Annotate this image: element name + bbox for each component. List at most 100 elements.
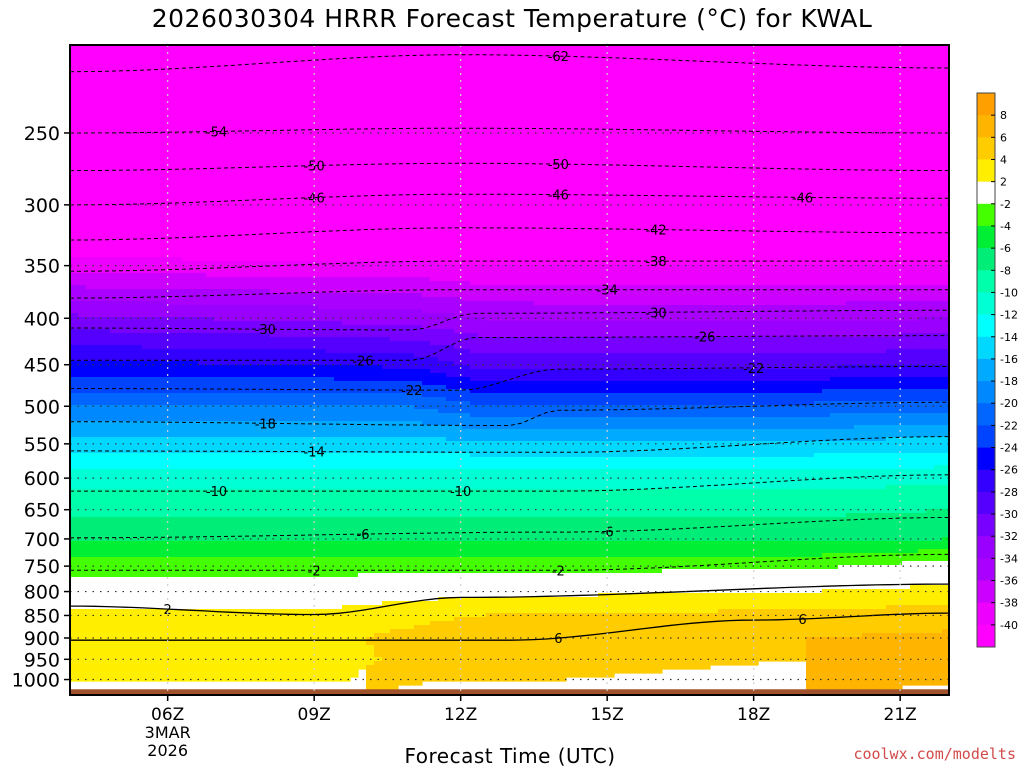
field-cell xyxy=(214,377,223,394)
field-cell xyxy=(326,393,335,406)
field-cell xyxy=(638,613,647,674)
field-cell xyxy=(470,381,479,394)
field-cell xyxy=(742,429,751,442)
field-cell xyxy=(718,285,727,306)
field-cell xyxy=(374,293,383,310)
field-cell xyxy=(454,265,463,282)
field-cell xyxy=(190,437,199,454)
field-cell xyxy=(606,321,615,338)
field-cell xyxy=(390,341,399,354)
field-cell xyxy=(158,377,167,394)
y-axis: 2503003504004505005506006507007508008509… xyxy=(12,123,70,692)
field-cell xyxy=(766,337,775,354)
field-cell xyxy=(798,609,807,662)
field-cell xyxy=(838,401,847,414)
field-cell xyxy=(134,317,143,334)
field-cell xyxy=(806,557,815,570)
field-cell xyxy=(462,389,471,402)
field-cell xyxy=(766,557,775,570)
field-cell xyxy=(742,557,751,570)
field-cell xyxy=(534,597,543,614)
field-cell xyxy=(326,377,335,394)
field-cell xyxy=(494,301,503,322)
field-cell xyxy=(862,45,871,266)
field-cell xyxy=(390,45,399,262)
field-cell xyxy=(678,337,687,354)
field-cell xyxy=(198,349,207,366)
field-cell xyxy=(854,377,863,390)
field-cell xyxy=(158,557,167,578)
field-cell xyxy=(806,429,815,442)
field-cell xyxy=(646,265,655,286)
field-cell xyxy=(774,429,783,442)
field-cell xyxy=(118,393,127,406)
field-cell xyxy=(574,265,583,286)
field-cell xyxy=(94,329,103,346)
field-cell xyxy=(486,369,495,382)
field-cell xyxy=(326,337,335,354)
field-cell xyxy=(102,557,111,578)
field-cell xyxy=(846,413,855,430)
field-cell xyxy=(182,437,191,454)
field-cell xyxy=(414,341,423,358)
field-cell xyxy=(830,413,839,430)
field-cell xyxy=(238,469,247,490)
field-cell xyxy=(870,377,879,390)
field-cell xyxy=(542,441,551,458)
field-cell xyxy=(710,369,719,382)
y-tick-label: 950 xyxy=(24,649,60,671)
field-cell xyxy=(710,393,719,406)
isotherm-label: -6 xyxy=(601,525,614,540)
field-cell xyxy=(174,541,183,558)
isotherm-label: -2 xyxy=(552,564,565,579)
field-cell xyxy=(134,557,143,578)
field-cell xyxy=(430,313,439,330)
field-cell xyxy=(790,321,799,338)
field-cell xyxy=(918,365,927,378)
field-cell xyxy=(350,437,359,454)
field-cell xyxy=(294,557,303,578)
field-cell xyxy=(222,277,231,290)
field-cell xyxy=(110,577,119,610)
field-cell xyxy=(438,425,447,438)
field-cell xyxy=(206,349,215,366)
field-cell xyxy=(734,393,743,406)
field-cell xyxy=(102,469,111,490)
field-cell xyxy=(470,597,479,618)
field-cell xyxy=(262,305,271,322)
field-cell xyxy=(238,421,247,438)
field-cell xyxy=(390,325,399,342)
field-cell xyxy=(502,573,511,598)
field-cell xyxy=(430,329,439,346)
field-cell xyxy=(230,577,239,610)
field-cell xyxy=(150,273,159,290)
field-cell xyxy=(422,313,431,330)
field-cell xyxy=(774,541,783,558)
field-cell xyxy=(286,45,295,262)
field-cell xyxy=(710,405,719,418)
field-cell xyxy=(126,437,135,454)
field-cell xyxy=(142,557,151,578)
field-cell xyxy=(166,489,175,518)
field-cell xyxy=(894,437,903,454)
field-cell xyxy=(286,577,295,610)
field-cell xyxy=(110,361,119,378)
field-cell xyxy=(726,469,735,490)
field-cell xyxy=(726,285,735,306)
field-cell xyxy=(454,413,463,426)
field-cell xyxy=(854,45,863,266)
field-cell xyxy=(814,285,823,306)
field-cell xyxy=(182,261,191,274)
field-cell xyxy=(590,285,599,306)
field-cell xyxy=(214,577,223,610)
field-cell xyxy=(398,341,407,354)
field-cell xyxy=(598,417,607,430)
field-cell xyxy=(342,541,351,558)
field-cell xyxy=(398,405,407,422)
field-cell xyxy=(734,469,743,490)
field-cell xyxy=(886,425,895,438)
field-cell xyxy=(846,353,855,366)
field-cell xyxy=(406,517,415,542)
field-cell xyxy=(94,577,103,610)
field-cell xyxy=(670,337,679,354)
